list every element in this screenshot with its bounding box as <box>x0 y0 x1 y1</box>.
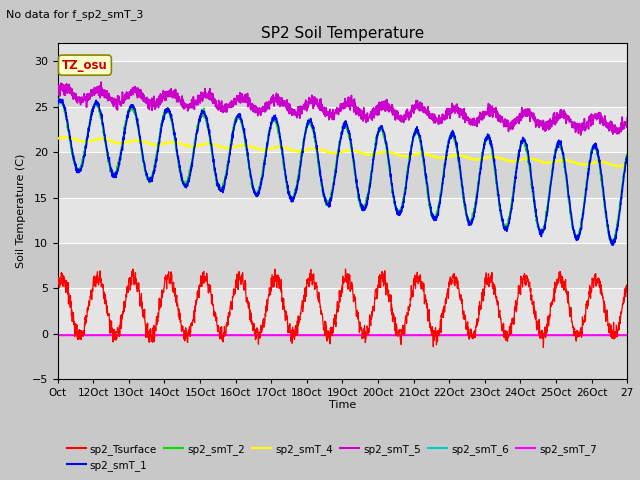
Bar <box>58 198 627 243</box>
Text: TZ_osu: TZ_osu <box>62 59 108 72</box>
Text: No data for f_sp2_smT_3: No data for f_sp2_smT_3 <box>6 9 144 20</box>
Bar <box>58 61 627 107</box>
Bar <box>58 334 627 379</box>
Bar <box>58 243 627 288</box>
Bar <box>58 152 627 198</box>
Bar <box>58 107 627 152</box>
Legend: sp2_Tsurface, sp2_smT_1, sp2_smT_2, sp2_smT_4, sp2_smT_5, sp2_smT_6, sp2_smT_7: sp2_Tsurface, sp2_smT_1, sp2_smT_2, sp2_… <box>63 439 601 475</box>
Bar <box>58 288 627 334</box>
Y-axis label: Soil Temperature (C): Soil Temperature (C) <box>16 154 26 268</box>
Title: SP2 Soil Temperature: SP2 Soil Temperature <box>260 25 424 41</box>
Bar <box>58 43 627 61</box>
X-axis label: Time: Time <box>329 400 356 409</box>
